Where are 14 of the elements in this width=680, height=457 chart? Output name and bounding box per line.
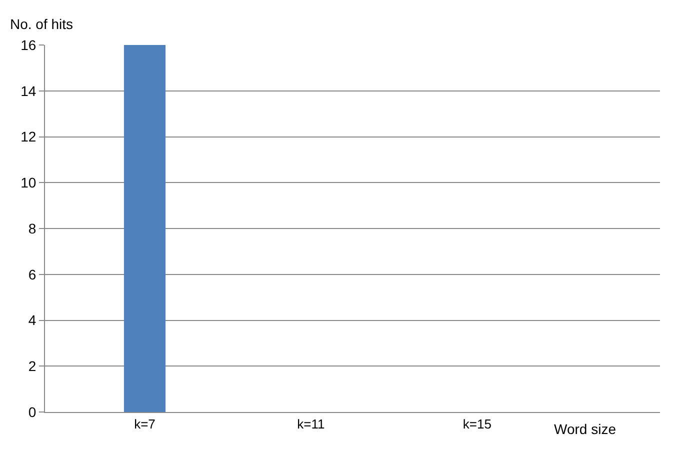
x-tick-label: k=11 — [297, 416, 325, 432]
x-axis-title: Word size — [554, 421, 616, 437]
y-tick-label: 6 — [28, 266, 36, 282]
x-tick-label: k=7 — [134, 416, 156, 432]
y-tick-label: 8 — [28, 220, 36, 236]
y-tick-label: 12 — [20, 128, 36, 145]
y-tick-label: 0 — [28, 404, 36, 420]
y-tick-label: 16 — [20, 36, 36, 53]
x-tick-label: k=15 — [462, 416, 492, 432]
y-tick-label: 14 — [20, 82, 36, 99]
y-axis-title: No. of hits — [10, 16, 74, 32]
y-tick-label: 4 — [28, 312, 36, 328]
y-tick-label: 2 — [28, 358, 36, 374]
y-tick-label: 10 — [20, 174, 36, 191]
